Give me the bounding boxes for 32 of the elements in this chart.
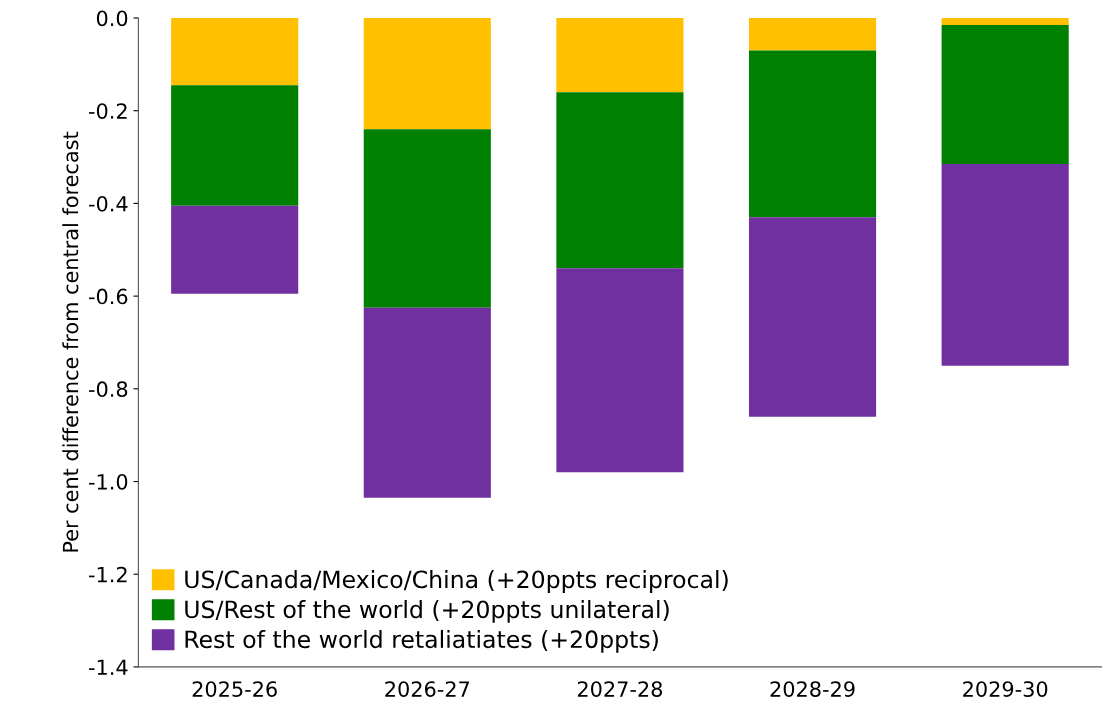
- x-tick-label: 2025-26: [192, 681, 277, 697]
- y-tick-label: -0.4: [89, 195, 128, 212]
- y-tick-label: -0.2: [89, 103, 127, 119]
- bar: [941, 164, 1069, 366]
- bar: [748, 217, 877, 417]
- bar: [748, 18, 877, 51]
- y-tick-label: -0.6: [89, 288, 128, 305]
- bar: [171, 85, 299, 206]
- y-tick-label: -1.2: [89, 566, 127, 583]
- bar: [556, 18, 684, 93]
- legend-label: US/Canada/Mexico/China (+20ppts reciprocal): [185, 570, 728, 593]
- bar: [171, 18, 299, 86]
- bar: [363, 18, 491, 130]
- y-tick-label: -0.8: [89, 381, 128, 398]
- y-tick-label: -1.4: [89, 659, 128, 675]
- bar: [556, 268, 684, 473]
- bar: [363, 307, 491, 498]
- y-tick-label: 0.0: [96, 10, 128, 27]
- legend-label: Rest of the world retaliatiates (+20ppts): [185, 629, 658, 653]
- bar: [363, 129, 491, 308]
- x-tick-label: 2029-30: [963, 681, 1048, 697]
- bar: [941, 24, 1069, 165]
- x-tick-label: 2027-28: [577, 681, 663, 697]
- x-tick-label: 2026-27: [385, 681, 470, 697]
- legend-label: US/Rest of the world (+20ppts unilateral): [185, 599, 669, 623]
- bar: [748, 50, 877, 218]
- bar: [171, 205, 299, 294]
- y-axis-title: Per cent difference from central forecast: [62, 131, 79, 552]
- x-tick-label: 2028-29: [770, 681, 855, 697]
- y-tick-label: -1.0: [89, 473, 128, 490]
- bar: [941, 18, 1069, 25]
- bar: [556, 92, 684, 269]
